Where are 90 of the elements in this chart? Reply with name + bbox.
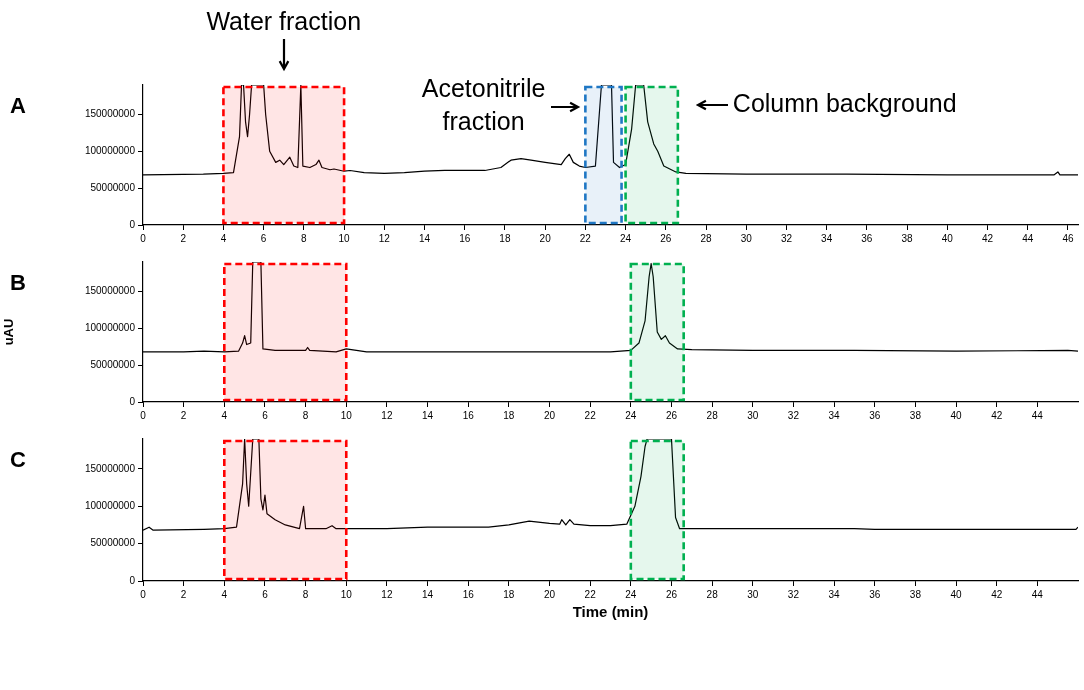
x-tick-label: 32 (787, 588, 800, 600)
x-tick-label: 8 (301, 232, 308, 244)
x-tick-label: 16 (459, 232, 471, 244)
y-tick-label: 100000000 (84, 500, 136, 512)
x-tick-label: 28 (706, 588, 719, 600)
x-tick-label: 38 (909, 409, 922, 421)
x-tick-label: 12 (378, 232, 391, 244)
x-tick-label: 32 (780, 232, 793, 244)
y-tick-label: 50000000 (90, 181, 136, 193)
y-tick-label: 50000000 (90, 358, 136, 370)
band-label: Acetonitrile fraction (421, 73, 546, 135)
x-tick-label: 20 (539, 232, 552, 244)
x-tick-label: 36 (861, 232, 873, 244)
y-tick-label: 100000000 (84, 322, 136, 334)
y-tick-label: 150000000 (84, 285, 136, 297)
x-tick-label: 30 (740, 232, 753, 244)
x-tick-label: 44 (1031, 588, 1044, 600)
x-tick-label: 18 (499, 232, 511, 244)
chart-title: C (10, 447, 26, 473)
y-tick-label: 150000000 (84, 462, 136, 474)
x-tick-label: 42 (981, 232, 994, 244)
x-tick-label: 26 (665, 588, 678, 600)
x-tick-label: 40 (950, 588, 963, 600)
x-tick-label: 14 (422, 409, 434, 421)
x-axis-title: Time (min) (572, 603, 649, 621)
y-tick-label: 50000000 (90, 537, 136, 549)
band-label: Column background (732, 88, 957, 117)
band-label: Water fraction (206, 6, 362, 35)
x-tick-label: 46 (1062, 232, 1074, 244)
x-tick-label: 44 (1031, 409, 1044, 421)
x-tick-label: 26 (660, 232, 672, 244)
x-tick-label: 18 (503, 409, 515, 421)
x-tick-label: 28 (700, 232, 713, 244)
x-tick-label: 34 (828, 588, 841, 600)
x-tick-label: 40 (941, 232, 954, 244)
y-tick-label: 0 (129, 395, 136, 407)
x-tick-label: 38 (901, 232, 914, 244)
x-tick-label: 22 (584, 409, 597, 421)
x-tick-label: 4 (220, 232, 227, 244)
x-tick-label: 12 (381, 588, 393, 600)
y-tick-label: 100000000 (84, 145, 136, 157)
x-tick-label: 34 (821, 232, 833, 244)
x-tick-label: 34 (828, 409, 841, 421)
x-tick-label: 30 (747, 588, 759, 600)
x-tick-label: 14 (422, 588, 434, 600)
x-tick-label: 10 (340, 588, 353, 600)
x-tick-label: 4 (221, 409, 228, 421)
x-tick-label: 16 (462, 588, 475, 600)
x-tick-label: 26 (665, 409, 678, 421)
y-tick-label: 0 (129, 574, 136, 586)
x-tick-label: 24 (625, 588, 637, 600)
y-axis-title: uAU (1, 318, 17, 346)
x-tick-label: 24 (620, 232, 632, 244)
x-tick-label: 10 (338, 232, 351, 244)
chart-title: A (10, 93, 26, 119)
x-tick-label: 30 (747, 409, 759, 421)
x-tick-label: 40 (950, 409, 963, 421)
x-tick-label: 2 (180, 588, 187, 600)
x-tick-label: 28 (706, 409, 719, 421)
x-tick-label: 22 (584, 588, 597, 600)
x-tick-label: 22 (579, 232, 592, 244)
x-tick-label: 6 (262, 588, 269, 600)
x-tick-label: 42 (991, 409, 1003, 421)
x-tick-label: 20 (543, 588, 556, 600)
x-tick-label: 36 (869, 588, 881, 600)
x-tick-label: 16 (462, 409, 475, 421)
x-tick-label: 14 (418, 232, 431, 244)
x-tick-label: 18 (503, 588, 515, 600)
x-tick-label: 10 (340, 409, 353, 421)
x-tick-label: 0 (140, 409, 147, 421)
x-tick-label: 20 (543, 409, 556, 421)
x-tick-label: 44 (1022, 232, 1034, 244)
x-tick-label: 0 (140, 588, 147, 600)
x-tick-label: 24 (625, 409, 637, 421)
y-tick-label: 150000000 (84, 108, 136, 120)
x-tick-label: 6 (260, 232, 267, 244)
x-tick-label: 2 (180, 409, 187, 421)
x-tick-label: 2 (180, 232, 187, 244)
x-tick-label: 0 (140, 232, 147, 244)
x-tick-label: 12 (381, 409, 393, 421)
x-tick-label: 36 (869, 409, 881, 421)
x-tick-label: 8 (302, 409, 309, 421)
x-tick-label: 4 (221, 588, 228, 600)
x-tick-label: 42 (991, 588, 1003, 600)
x-tick-label: 38 (909, 588, 922, 600)
y-tick-label: 0 (129, 218, 136, 230)
x-tick-label: 6 (262, 409, 269, 421)
x-tick-label: 32 (787, 409, 800, 421)
x-tick-label: 8 (302, 588, 309, 600)
chart-title: B (10, 270, 26, 296)
